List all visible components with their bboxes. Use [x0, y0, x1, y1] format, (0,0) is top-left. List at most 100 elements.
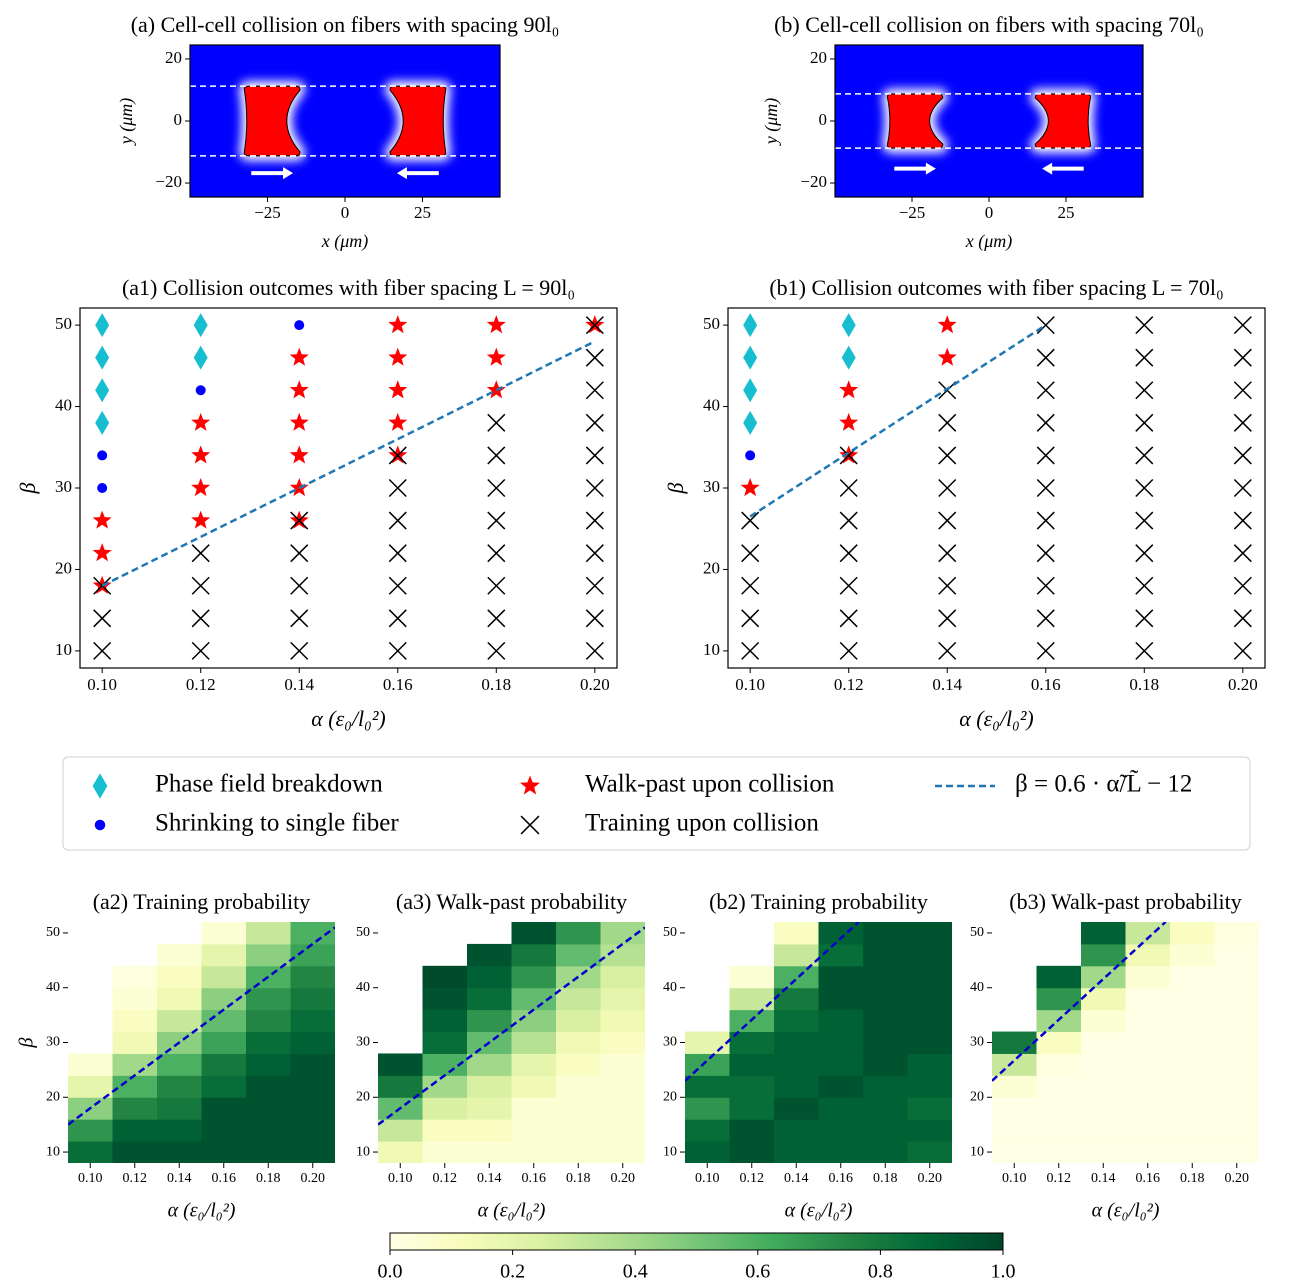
- x-marker: [585, 544, 604, 563]
- heatmap-cell: [246, 1141, 291, 1163]
- x-tick-label: 0.12: [740, 1171, 765, 1186]
- x-marker: [1135, 478, 1154, 498]
- heatmap-cell: [818, 922, 864, 945]
- x-marker: [1233, 381, 1252, 400]
- heatmap-cell: [201, 965, 247, 989]
- x-tick-label: 0.18: [481, 675, 511, 694]
- heatmap-cell: [774, 1119, 819, 1142]
- heatmap-cell: [556, 1053, 601, 1076]
- dot-marker: [745, 450, 756, 461]
- star-marker: [191, 445, 211, 464]
- plot-area: [740, 313, 1252, 660]
- chart-title: (a) Cell-cell collision on fibers with s…: [131, 12, 560, 37]
- heatmap-cell: [1081, 1075, 1126, 1098]
- heatmap-cell: [246, 922, 291, 945]
- x-marker: [93, 576, 112, 595]
- y-tick-label: 10: [46, 1144, 60, 1159]
- x-marker: [487, 641, 506, 660]
- fit-line: [685, 922, 860, 1082]
- x-marker: [839, 511, 858, 530]
- heatmap-cell: [1125, 987, 1171, 1011]
- heatmap-cell: [157, 1097, 202, 1120]
- x-marker: [1036, 511, 1055, 530]
- heatmap-cell: [863, 1119, 908, 1142]
- x-marker: [487, 576, 506, 595]
- heatmap-cell: [863, 1009, 908, 1033]
- star-marker: [92, 543, 112, 562]
- x-marker: [839, 576, 858, 595]
- heatmap-cell: [600, 987, 645, 1011]
- heatmap-cell: [600, 1053, 645, 1076]
- x-tick-label: 0.0: [378, 1261, 403, 1283]
- colorbar: [389, 1232, 1004, 1251]
- x-tick-label: 0.20: [918, 1171, 943, 1186]
- heatmap-cell: [907, 1141, 952, 1163]
- y-tick-label: 0: [174, 110, 183, 129]
- heatmap-cell: [774, 922, 819, 945]
- x-tick-label: 0.10: [78, 1171, 103, 1186]
- x-marker: [1135, 609, 1154, 628]
- heatmap-cell: [157, 987, 202, 1011]
- heatmap-cell: [422, 965, 468, 989]
- heatmap-cell: [422, 1075, 468, 1098]
- heatmap-cell: [467, 1075, 512, 1098]
- heatmap-cell: [556, 1009, 601, 1033]
- legend-label: Training upon collision: [585, 810, 819, 837]
- heatmap-cell: [467, 965, 512, 989]
- x-marker: [1135, 446, 1154, 465]
- heatmap-cell: [511, 1053, 557, 1076]
- x-tick-label: 0.8: [868, 1261, 893, 1283]
- x-marker: [93, 641, 112, 660]
- x-marker: [1135, 381, 1154, 400]
- fit-line: [101, 340, 596, 587]
- star-marker: [937, 347, 957, 366]
- heatmap-cell: [1036, 1053, 1082, 1076]
- heatmap-cell: [290, 987, 335, 1011]
- heatmap-cell: [600, 943, 645, 967]
- fit-line: [378, 926, 645, 1126]
- heatmap-cell: [68, 1053, 113, 1076]
- heatmap-cell: [774, 1141, 819, 1163]
- x-marker: [938, 446, 957, 465]
- heatmap-cell: [1214, 965, 1259, 989]
- x-marker: [839, 544, 858, 563]
- y-tick-label: 30: [356, 1035, 370, 1050]
- x-tick-label: 0.14: [1091, 1171, 1116, 1186]
- star-marker: [191, 510, 211, 529]
- star-marker: [191, 412, 211, 431]
- heatmap-cell: [246, 943, 291, 967]
- x-marker: [388, 544, 407, 563]
- x-marker: [585, 413, 604, 432]
- chart-title: (b1) Collision outcomes with fiber spaci…: [769, 275, 1223, 300]
- x-marker: [1135, 316, 1154, 335]
- x-tick-label: 0.2: [500, 1261, 525, 1283]
- heatmap-cell: [1036, 1097, 1082, 1120]
- heatmap-cell: [511, 1097, 557, 1120]
- heatmap-cell: [511, 922, 557, 945]
- y-tick-label: 50: [703, 314, 720, 333]
- heatmap-cell: [1036, 965, 1082, 989]
- x-marker: [1135, 413, 1154, 432]
- heatmap-cell: [1170, 1141, 1215, 1163]
- cell: [389, 85, 447, 157]
- heatmap-cell: [556, 1031, 601, 1054]
- x-tick-label: 0.4: [623, 1261, 648, 1283]
- heatmap-cell: [467, 1009, 512, 1033]
- heatmap-cell: [378, 1075, 423, 1098]
- heatmap-cell: [863, 1141, 908, 1163]
- star-marker: [191, 478, 211, 497]
- heatmap-cell: [1214, 922, 1259, 945]
- heatmap-cell: [1081, 1053, 1126, 1076]
- dot-marker: [195, 385, 206, 396]
- x-marker: [1036, 576, 1055, 595]
- heatmap-cell: [729, 965, 775, 989]
- x-tick-label: 0.12: [186, 675, 216, 694]
- heatmap-cell: [467, 987, 512, 1011]
- heatmap-cell: [467, 1119, 512, 1142]
- x-marker: [1036, 544, 1055, 563]
- y-tick-label: 20: [55, 558, 72, 577]
- x-marker: [520, 815, 540, 835]
- y-axis-label: β: [16, 1037, 38, 1048]
- heatmap-cell: [112, 965, 158, 989]
- y-tick-label: 20: [46, 1089, 60, 1104]
